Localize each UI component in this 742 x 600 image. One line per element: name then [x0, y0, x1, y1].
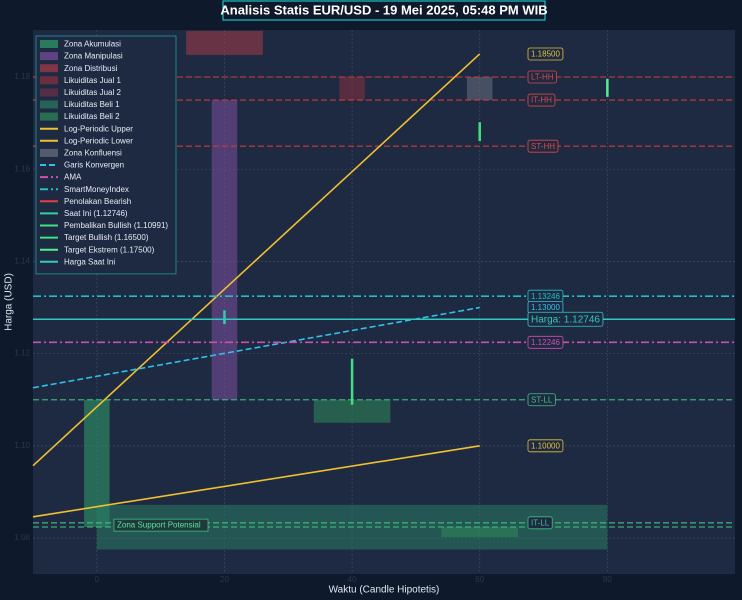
level-annotation: 1.13000	[527, 301, 564, 314]
legend-swatch	[40, 112, 58, 121]
zone	[339, 77, 365, 101]
legend-label: Garis Konvergen	[64, 161, 124, 170]
level-annotation: 1.10000	[527, 439, 564, 453]
legend-label: Target Bullish (1.16500)	[64, 233, 149, 242]
y-tick-label: 1.12	[14, 349, 30, 358]
support-annotation: Zona Support Potensial	[113, 518, 209, 532]
x-tick-label: 0	[95, 575, 100, 584]
annotation-text: LT-HH	[531, 73, 554, 82]
annotation-text: IT-LL	[531, 518, 550, 527]
series-line	[32, 53, 481, 467]
level-annotation: Harga: 1.12746	[527, 311, 604, 327]
legend-label: Zona Konfluensi	[64, 149, 122, 158]
level-annotation: IT-LL	[527, 516, 553, 530]
series-line	[32, 306, 480, 389]
annotation-text: ST-HH	[531, 142, 555, 151]
legend-label: Zona Akumulasi	[64, 40, 121, 49]
legend-swatch	[40, 100, 58, 109]
y-axis-label: Harga (USD)	[4, 273, 15, 331]
annotation-text: 1.18500	[531, 50, 560, 59]
chart-title: Analisis Statis EUR/USD - 19 Mei 2025, 0…	[220, 2, 547, 17]
level-annotation: ST-HH	[527, 139, 559, 153]
legend-label: Zona Distribusi	[64, 64, 118, 73]
annotation-box	[527, 311, 604, 327]
legend-label: Harga Saat Ini	[64, 257, 115, 266]
annotation-box	[527, 516, 553, 530]
level-annotation: IT-HH	[527, 93, 556, 107]
annotation-text: 1.13000	[531, 303, 560, 312]
annotation-box	[113, 518, 209, 532]
title-box	[222, 0, 546, 21]
annotation-box	[527, 393, 556, 407]
legend-label: Saat Ini (1.12746)	[64, 209, 128, 218]
annotation-text: 1.12246	[531, 338, 560, 347]
x-axis-label: Waktu (Candle Hipotetis)	[329, 585, 440, 596]
annotation-box	[527, 93, 556, 107]
legend-swatch	[40, 148, 58, 157]
annotation-text: Zona Support Potensial	[117, 521, 201, 530]
legend-label: Pembalikan Bullish (1.10991)	[64, 221, 168, 230]
zone	[186, 30, 263, 55]
level-annotation: 1.18500	[527, 47, 564, 61]
series-line	[32, 445, 480, 518]
legend-label: Zona Manipulasi	[64, 52, 123, 61]
annotation-box	[527, 47, 564, 61]
legend-swatch	[40, 64, 58, 73]
annotation-text: 1.13246	[531, 292, 560, 301]
legend-box	[35, 35, 177, 275]
legend-label: SmartMoneyIndex	[64, 185, 129, 194]
zone	[211, 100, 238, 400]
annotation-text: IT-HH	[531, 96, 552, 105]
legend-swatch	[40, 40, 58, 48]
level-annotation: 1.13246	[527, 289, 564, 303]
legend-label: AMA	[64, 173, 82, 182]
legend-label: Likuiditas Beli 2	[64, 112, 120, 121]
legend-label: Likuiditas Jual 1	[64, 76, 121, 85]
legend-label: Target Ekstrem (1.17500)	[64, 245, 155, 254]
zone	[441, 526, 519, 538]
y-tick-label: 1.08	[14, 533, 30, 542]
y-tick-label: 1.10	[14, 441, 30, 450]
y-tick-label: 1.16	[14, 164, 30, 173]
x-tick-label: 20	[220, 575, 229, 584]
y-tick-label: 1.18	[14, 72, 30, 81]
annotation-text: Harga: 1.12746	[531, 314, 600, 325]
annotation-text: 1.10000	[531, 441, 560, 450]
y-tick-label: 1.14	[14, 257, 30, 266]
legend-swatch	[40, 76, 58, 85]
zone	[313, 399, 391, 423]
x-tick-label: 40	[348, 575, 357, 584]
level-annotation: LT-HH	[527, 70, 557, 84]
legend-swatch	[40, 52, 58, 61]
annotation-text: ST-LL	[531, 395, 553, 404]
annotation-box	[527, 439, 564, 453]
annotation-box	[527, 139, 559, 153]
zone	[466, 77, 493, 101]
legend-swatch	[40, 88, 58, 97]
legend-label: Penolakan Bearish	[64, 197, 131, 206]
legend-label: Log-Periodic Upper	[64, 124, 133, 133]
legend-label: Likuiditas Jual 2	[64, 88, 121, 97]
level-annotation: ST-LL	[527, 393, 556, 407]
annotation-box	[527, 70, 557, 84]
annotation-box	[527, 335, 564, 349]
legend-label: Likuiditas Beli 1	[64, 100, 120, 109]
x-tick-label: 60	[475, 575, 484, 584]
level-annotation: 1.12246	[527, 335, 564, 349]
x-tick-label: 80	[603, 575, 612, 584]
legend-label: Log-Periodic Lower	[64, 136, 133, 145]
